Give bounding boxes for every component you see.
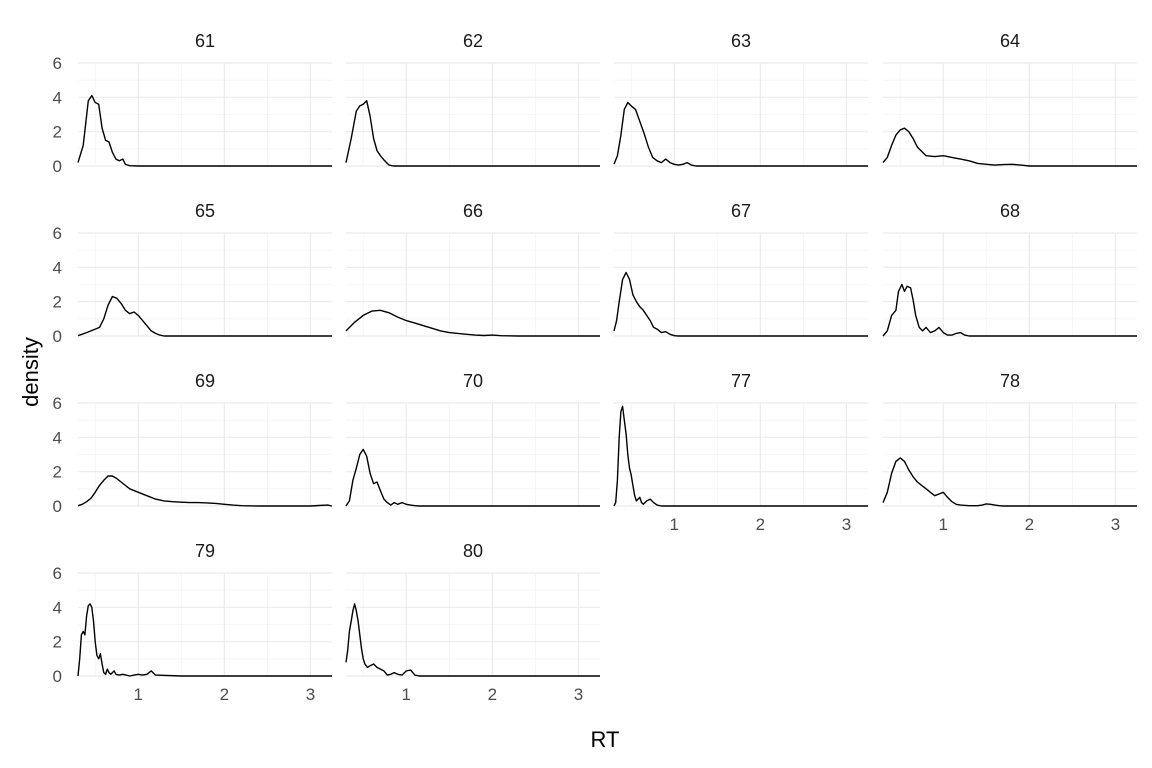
y-tick-label: 4 [53,428,62,447]
minor-gridlines [883,403,1137,506]
facet-strip-label: 64 [1000,31,1020,51]
facet-panel: 80 1 2 3 [345,541,600,704]
density-curve [882,283,1137,337]
minor-gridlines [614,63,868,166]
y-tick-label: 6 [53,564,62,583]
y-tick-label: 0 [53,157,62,176]
minor-gridlines [78,573,332,676]
major-gridlines [78,232,332,337]
facet-strip-label: 65 [195,201,215,221]
minor-gridlines [346,233,600,336]
minor-gridlines [346,63,600,166]
major-gridlines [614,402,868,507]
facet-strip-label: 69 [195,371,215,391]
minor-gridlines [346,573,600,676]
facet-panel: 78 1 2 3 [882,371,1137,534]
x-tick-label: 2 [756,515,765,534]
y-tick-label: 0 [53,327,62,346]
x-tick-label: 1 [402,685,411,704]
major-gridlines [346,232,600,337]
y-tick-label: 4 [53,258,62,277]
facet-strip-label: 77 [731,371,751,391]
x-tick-label: 3 [574,685,583,704]
y-tick-label: 6 [53,54,62,73]
x-tick-label: 2 [1025,515,1034,534]
density-curve [613,405,868,507]
facet-panel: 62 [345,31,600,167]
x-tick-label: 1 [939,515,948,534]
facet-strip-label: 61 [195,31,215,51]
y-axis-title: density [18,337,43,407]
density-curve [77,475,333,507]
facet-panel: 67 [613,201,868,337]
facet-strip-label: 68 [1000,201,1020,221]
y-tick-label: 4 [53,598,62,617]
facet-panel: 63 [613,31,868,167]
facet-panel: 65 0 2 4 6 [53,201,332,346]
density-curve [345,309,600,337]
y-tick-label: 2 [53,633,62,652]
facet-strip-label: 63 [731,31,751,51]
facet-strip-label: 80 [463,541,483,561]
density-curve [345,603,600,677]
y-tick-label: 0 [53,497,62,516]
density-curve [77,603,332,677]
x-tick-label: 3 [842,515,851,534]
y-tick-label: 6 [53,224,62,243]
density-curve [345,100,600,167]
facet-panel: 70 [345,371,600,507]
x-tick-label: 2 [488,685,497,704]
minor-gridlines [614,403,868,506]
facet-strip-label: 62 [463,31,483,51]
x-tick-label: 1 [134,685,143,704]
y-tick-label: 2 [53,293,62,312]
y-tick-label: 2 [53,123,62,142]
minor-gridlines [78,63,332,166]
x-tick-label: 2 [220,685,229,704]
density-curve [345,448,600,507]
y-tick-label: 2 [53,463,62,482]
minor-gridlines [614,233,868,336]
density-curve [77,295,332,337]
facet-panel: 61 0 2 4 6 [53,31,332,176]
density-curve [613,271,868,337]
facet-strip-label: 79 [195,541,215,561]
x-tick-label: 1 [670,515,679,534]
minor-gridlines [883,233,1137,336]
x-tick-label: 3 [1111,515,1120,534]
facet-panel: 69 0 2 4 6 [53,371,333,516]
density-curve [613,101,868,167]
density-curve [882,127,1137,167]
facet-strip-label: 66 [463,201,483,221]
major-gridlines [346,62,600,167]
facet-strip-label: 67 [731,201,751,221]
x-axis-title: RT [591,727,620,752]
y-tick-label: 6 [53,394,62,413]
facet-panel: 66 [345,201,600,337]
facet-panel: 64 [882,31,1137,167]
facet-panel: 77 1 2 3 [613,371,868,534]
density-curve [882,457,1137,507]
y-tick-label: 0 [53,667,62,686]
facet-strip-label: 78 [1000,371,1020,391]
facet-strip-label: 70 [463,371,483,391]
minor-gridlines [883,63,1137,166]
minor-gridlines [78,403,332,506]
y-tick-label: 4 [53,88,62,107]
x-tick-label: 3 [306,685,315,704]
facet-panel: 68 [882,201,1137,337]
density-curve [77,94,332,167]
minor-gridlines [78,233,332,336]
minor-gridlines [346,403,600,506]
facet-panel: 79 0 2 4 6 1 2 3 [53,541,332,704]
